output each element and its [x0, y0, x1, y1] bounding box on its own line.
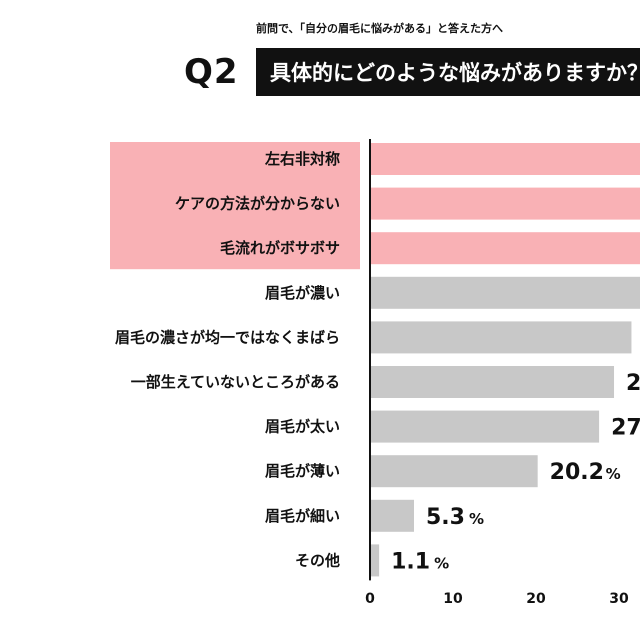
category-label: 眉毛が薄い — [265, 462, 340, 480]
category-label: 眉毛が太い — [265, 418, 340, 436]
value-label: 5.3 — [426, 505, 465, 530]
bar — [370, 187, 640, 220]
value-label: 20.2 — [550, 460, 604, 485]
category-label: ケアの方法が分からない — [175, 195, 340, 213]
category-label: 一部生えていないところがある — [131, 373, 340, 391]
bar — [370, 276, 640, 309]
x-tick-label: 0 — [365, 591, 375, 607]
value-unit: % — [606, 465, 621, 483]
value-unit: % — [469, 510, 484, 528]
category-label: 左右非対称 — [264, 150, 340, 168]
value-label: 1.1 — [391, 549, 430, 574]
bar — [370, 410, 600, 443]
highlight-label-block — [110, 142, 360, 270]
question-banner: 具体的にどのような悩みがありますか？ — [256, 48, 640, 96]
bar — [370, 143, 640, 175]
question-context-note: 前問で、「自分の眉毛に悩みがある」と答えた方へ — [256, 22, 504, 35]
x-tick-label: 20 — [526, 591, 546, 607]
category-label: 眉毛が細い — [265, 507, 340, 525]
bar — [370, 455, 538, 488]
bar — [370, 499, 414, 532]
question-number: Q2 — [184, 52, 239, 92]
category-label: 眉毛の濃さが均一ではなくまばら — [115, 328, 340, 346]
value-label: 27 — [611, 416, 640, 441]
bar — [370, 232, 640, 265]
bar — [370, 321, 632, 354]
category-label: その他 — [295, 551, 340, 569]
x-tick-label: 10 — [443, 591, 463, 607]
category-label: 毛流れがボサボサ — [220, 239, 340, 257]
value-unit: % — [434, 554, 449, 572]
value-label: 2 — [626, 371, 640, 396]
bar — [370, 544, 380, 577]
category-label: 眉毛が濃い — [265, 284, 340, 302]
x-tick-label: 30 — [609, 591, 629, 607]
bar — [370, 366, 615, 398]
question-text: 具体的にどのような悩みがありますか？ — [270, 61, 640, 85]
